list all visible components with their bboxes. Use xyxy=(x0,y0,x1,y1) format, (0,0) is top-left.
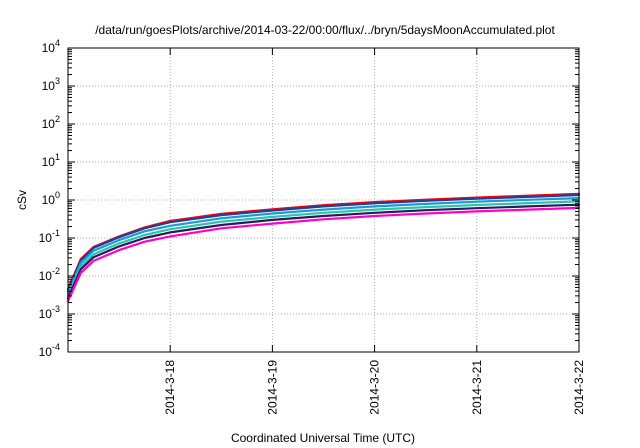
y-tick-label: 10-3 xyxy=(39,304,60,321)
series-line-3 xyxy=(66,197,581,295)
grid xyxy=(68,48,579,352)
y-tick-label: 101 xyxy=(42,152,60,169)
y-axis-label: cSv xyxy=(15,190,29,210)
x-axis-label: Coordinated Universal Time (UTC) xyxy=(231,431,415,445)
y-tick-labels: 10-4 10-3 10-2 10-1 100 101 102 103 104 xyxy=(39,38,60,359)
y-tick-label: 10-4 xyxy=(39,342,60,359)
x-tick-labels: 2014-3-18 2014-3-19 2014-3-20 2014-3-21 2014… xyxy=(163,360,586,415)
chart-title: /data/run/goesPlots/archive/2014-03-22/0… xyxy=(95,23,555,37)
series-line-6 xyxy=(66,206,581,303)
series-group xyxy=(66,192,581,303)
y-tick-label: 104 xyxy=(42,38,60,55)
y-tick-label: 10-1 xyxy=(39,228,60,245)
x-tick-label: 2014-3-22 xyxy=(572,360,586,415)
series-line-4 xyxy=(66,200,581,297)
y-tick-label: 10-2 xyxy=(39,266,60,283)
x-tick-label: 2014-3-19 xyxy=(265,360,279,415)
x-tick-label: 2014-3-21 xyxy=(470,360,484,415)
x-tick-label: 2014-3-20 xyxy=(368,360,382,415)
x-tick-label: 2014-3-18 xyxy=(163,360,177,415)
y-tick-label: 103 xyxy=(42,76,60,93)
series-line-2 xyxy=(66,193,581,293)
ticks xyxy=(68,47,580,353)
series-line-5 xyxy=(66,203,581,300)
y-tick-label: 102 xyxy=(42,114,60,131)
y-tick-label: 100 xyxy=(42,190,60,207)
